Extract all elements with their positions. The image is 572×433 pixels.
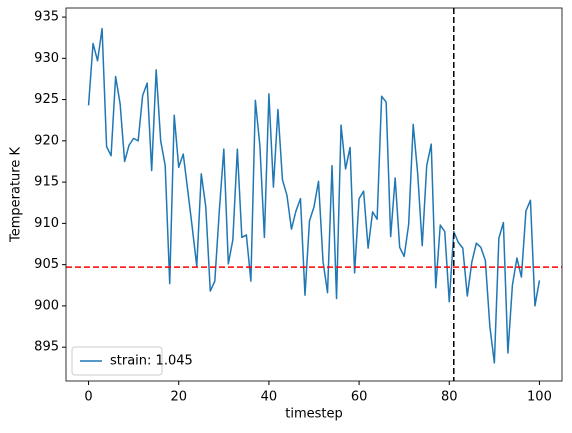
y-tick-label: 935	[34, 10, 59, 25]
y-tick-label: 930	[34, 51, 59, 66]
y-tick-label: 895	[34, 340, 59, 355]
y-tick-label: 920	[34, 133, 59, 148]
x-tick-label: 60	[351, 390, 368, 405]
y-tick-label: 910	[34, 216, 59, 231]
x-tick-label: 40	[261, 390, 278, 405]
y-axis-label: Temperature K	[9, 147, 24, 243]
y-tick-label: 915	[34, 175, 59, 190]
y-tick-label: 905	[34, 257, 59, 272]
y-tick-label: 925	[34, 92, 59, 107]
x-tick-label: 100	[527, 390, 552, 405]
legend-box	[71, 346, 163, 376]
data-line	[87, 27, 541, 364]
y-tick-label: 900	[34, 298, 59, 313]
x-tick-label: 80	[441, 390, 458, 405]
legend-label: strain: 1.045	[110, 354, 193, 369]
plot-frame	[65, 7, 563, 382]
x-axis-label: timestep	[285, 407, 343, 422]
x-tick-label: 0	[84, 390, 92, 405]
x-tick-label: 20	[170, 390, 187, 405]
